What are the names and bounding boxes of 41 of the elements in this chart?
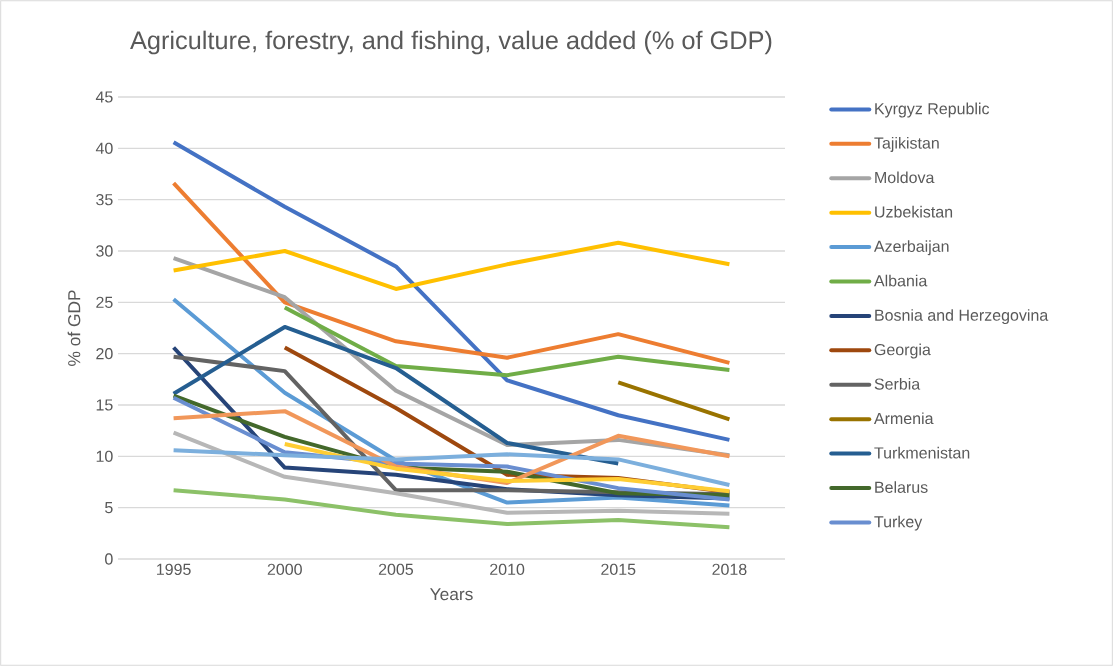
legend-label: Bosnia and Herzegovina — [875, 309, 1049, 325]
y-tick-label: 10 — [96, 450, 113, 462]
legend-label: Kyrgyz Republic — [875, 102, 990, 118]
x-axis-title: Years — [430, 588, 473, 601]
legend-label: Tajikistan — [874, 137, 939, 152]
y-axis-title: % of GDP — [67, 290, 81, 366]
legend-label: Georgia — [874, 343, 931, 359]
legend-label: Armenia — [873, 412, 934, 425]
legend-label: Azerbaijan — [873, 240, 949, 256]
y-tick-label: 20 — [96, 348, 113, 360]
line-series — [171, 488, 732, 530]
x-tick-label: 2005 — [378, 563, 414, 576]
line-series — [171, 448, 732, 488]
legend-label: Turkey — [874, 515, 923, 531]
y-tick-label: 25 — [96, 296, 113, 308]
legend-label: Moldova — [875, 171, 935, 184]
legend-label: Albania — [873, 274, 928, 287]
y-tick-label: 0 — [105, 553, 113, 565]
x-tick-label: 1995 — [157, 563, 191, 576]
legend-label: Serbia — [874, 377, 921, 390]
line-series — [171, 181, 732, 365]
x-tick-label: 2000 — [267, 563, 302, 576]
line-series — [171, 430, 732, 516]
y-tick-label: 15 — [96, 399, 113, 411]
legend-label: Uzbekistan — [875, 205, 953, 218]
x-tick-label: 2018 — [712, 563, 747, 576]
x-tick-label: 2010 — [490, 563, 525, 576]
line-series — [171, 140, 732, 442]
line-series — [171, 240, 732, 291]
y-tick-label: 30 — [96, 245, 113, 257]
line-series — [171, 324, 621, 466]
y-tick-label: 5 — [105, 502, 113, 514]
legend-label: Turkmenistan — [874, 446, 970, 459]
y-tick-label: 40 — [95, 142, 113, 154]
legend-label: Belarus — [875, 481, 928, 493]
line-series — [282, 305, 732, 378]
line-series — [282, 442, 732, 494]
x-tick-label: 2015 — [601, 563, 636, 576]
y-tick-label: 35 — [96, 194, 113, 206]
y-tick-label: 45 — [95, 91, 113, 103]
chart-title: Agriculture, forestry, and fishing, value added (% of GDP) — [130, 30, 772, 55]
